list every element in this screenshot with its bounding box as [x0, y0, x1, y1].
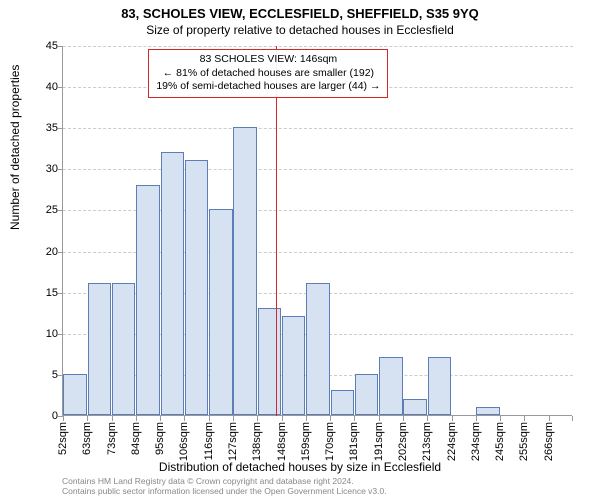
xtick-mark	[87, 416, 88, 421]
ytick-label: 15	[28, 287, 58, 299]
y-axis-label: Number of detached properties	[8, 65, 22, 230]
histogram-bar	[233, 127, 256, 415]
xtick-label: 73sqm	[106, 422, 118, 455]
xtick-mark	[452, 416, 453, 421]
ytick-mark	[58, 46, 63, 47]
histogram-bar	[185, 160, 208, 415]
xtick-label: 213sqm	[421, 422, 433, 461]
footer-line-2: Contains public sector information licen…	[62, 486, 387, 496]
xtick-label: 170sqm	[324, 422, 336, 461]
xtick-mark	[63, 416, 64, 421]
histogram-bar	[476, 407, 499, 415]
xtick-mark	[524, 416, 525, 421]
histogram-bar	[112, 283, 135, 415]
ytick-mark	[58, 375, 63, 376]
histogram-bar	[355, 374, 378, 415]
ytick-label: 0	[28, 410, 58, 422]
histogram-bar	[403, 399, 426, 415]
xtick-mark	[282, 416, 283, 421]
ytick-mark	[58, 252, 63, 253]
xtick-mark	[354, 416, 355, 421]
xtick-label: 159sqm	[300, 422, 312, 461]
xtick-mark	[136, 416, 137, 421]
histogram-bar	[258, 308, 281, 415]
xtick-label: 234sqm	[470, 422, 482, 461]
histogram-bar	[136, 185, 159, 415]
histogram-bar	[63, 374, 86, 415]
histogram-bar	[331, 390, 354, 415]
reference-line	[276, 46, 277, 416]
gridline	[63, 128, 573, 129]
xtick-mark	[500, 416, 501, 421]
gridline	[63, 46, 573, 47]
histogram-bar	[428, 357, 451, 415]
xtick-label: 255sqm	[518, 422, 530, 461]
xtick-label: 52sqm	[57, 422, 69, 455]
xtick-label: 148sqm	[276, 422, 288, 461]
xtick-label: 181sqm	[348, 422, 360, 461]
xtick-label: 127sqm	[227, 422, 239, 461]
xtick-mark	[330, 416, 331, 421]
xtick-mark	[184, 416, 185, 421]
page-title: 83, SCHOLES VIEW, ECCLESFIELD, SHEFFIELD…	[0, 0, 600, 21]
ytick-mark	[58, 87, 63, 88]
xtick-mark	[572, 416, 573, 421]
xtick-label: 116sqm	[203, 422, 215, 460]
xtick-label: 191sqm	[373, 422, 385, 461]
xtick-label: 138sqm	[251, 422, 263, 461]
annotation-line: 83 SCHOLES VIEW: 146sqm	[156, 53, 380, 67]
xtick-mark	[549, 416, 550, 421]
x-axis-label: Distribution of detached houses by size …	[0, 460, 600, 474]
page-subtitle: Size of property relative to detached ho…	[0, 21, 600, 37]
footer-attribution: Contains HM Land Registry data © Crown c…	[62, 476, 387, 496]
ytick-label: 5	[28, 369, 58, 381]
annotation-box: 83 SCHOLES VIEW: 146sqm← 81% of detached…	[148, 49, 388, 98]
histogram-bar	[161, 152, 184, 415]
footer-line-1: Contains HM Land Registry data © Crown c…	[62, 476, 387, 486]
xtick-mark	[233, 416, 234, 421]
histogram-bar	[88, 283, 111, 415]
ytick-label: 45	[28, 40, 58, 52]
ytick-mark	[58, 128, 63, 129]
xtick-mark	[306, 416, 307, 421]
xtick-label: 84sqm	[130, 422, 142, 455]
ytick-mark	[58, 169, 63, 170]
xtick-label: 95sqm	[154, 422, 166, 455]
xtick-label: 63sqm	[81, 422, 93, 455]
plot-area: 05101520253035404552sqm63sqm73sqm84sqm95…	[62, 46, 572, 416]
gridline	[63, 169, 573, 170]
annotation-line: 19% of semi-detached houses are larger (…	[156, 80, 380, 94]
xtick-label: 245sqm	[494, 422, 506, 461]
xtick-mark	[160, 416, 161, 421]
ytick-label: 40	[28, 81, 58, 93]
histogram-bar	[306, 283, 329, 415]
xtick-mark	[476, 416, 477, 421]
histogram-bar	[209, 209, 232, 415]
xtick-label: 224sqm	[446, 422, 458, 461]
annotation-line: ← 81% of detached houses are smaller (19…	[156, 67, 380, 81]
ytick-label: 35	[28, 122, 58, 134]
xtick-mark	[209, 416, 210, 421]
xtick-mark	[379, 416, 380, 421]
ytick-label: 20	[28, 246, 58, 258]
histogram-chart: 05101520253035404552sqm63sqm73sqm84sqm95…	[62, 46, 572, 416]
ytick-mark	[58, 210, 63, 211]
ytick-label: 10	[28, 328, 58, 340]
xtick-mark	[112, 416, 113, 421]
histogram-bar	[379, 357, 402, 415]
xtick-label: 202sqm	[397, 422, 409, 461]
xtick-mark	[403, 416, 404, 421]
histogram-bar	[282, 316, 305, 415]
ytick-label: 25	[28, 204, 58, 216]
xtick-mark	[427, 416, 428, 421]
ytick-mark	[58, 334, 63, 335]
ytick-mark	[58, 293, 63, 294]
xtick-label: 106sqm	[178, 422, 190, 461]
xtick-mark	[257, 416, 258, 421]
ytick-label: 30	[28, 163, 58, 175]
xtick-label: 266sqm	[543, 422, 555, 461]
